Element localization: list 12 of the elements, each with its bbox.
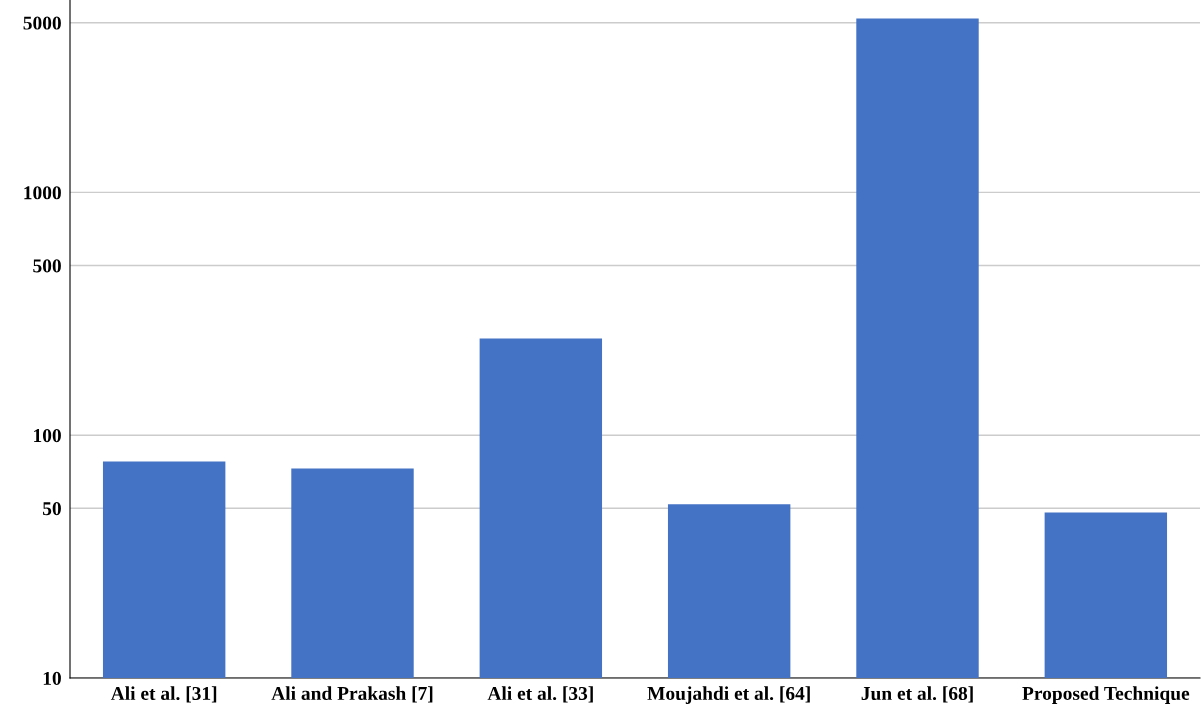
x-tick-label: Proposed Technique [1022,686,1190,704]
y-tick-label: 1000 [24,186,61,200]
y-tick-label: 500 [33,259,61,273]
y-tick-label: 5000 [23,16,61,30]
x-tick-label: Ali et al. [31] [110,686,217,703]
y-tick-label: 50 [43,502,61,516]
x-tick-label: Ali and Prakash [7] [271,686,433,703]
y-tick-label: 100 [34,429,61,443]
x-tick-label: Ali et al. [33] [487,686,593,703]
x-tick-label: Moujahdi et al. [64] [647,686,810,704]
y-tick-label: 10 [43,671,61,685]
x-tick-label: Jun et al. [68] [861,686,973,703]
